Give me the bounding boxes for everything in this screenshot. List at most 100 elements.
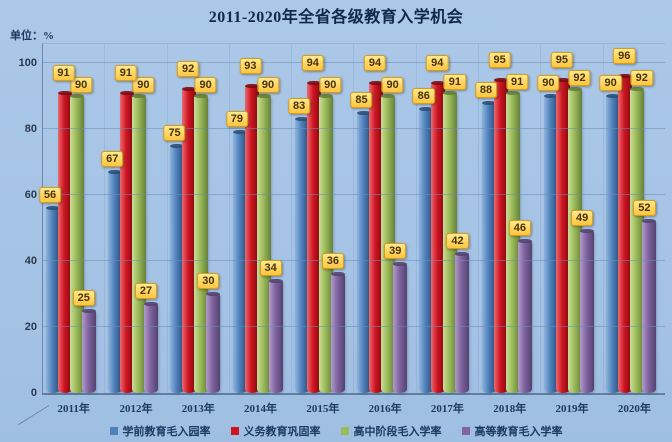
bar-top-cap: [642, 219, 657, 224]
value-label: 90: [537, 75, 560, 91]
bar-top-cap: [69, 94, 84, 98]
x-axis-label: 2016年: [368, 403, 402, 415]
value-label: 90: [69, 77, 93, 93]
bar: 96: [613, 48, 636, 393]
value-label: 86: [412, 88, 435, 105]
bar: 36: [321, 253, 345, 393]
bar: 25: [72, 289, 96, 393]
value-label: 56: [38, 187, 62, 204]
bar-group: 83 94 90 36 2015年: [288, 44, 353, 415]
value-label: 95: [550, 51, 574, 68]
bar: 91: [114, 64, 137, 393]
gridline: [43, 128, 665, 129]
legend-swatch: [340, 427, 349, 435]
value-label: 90: [256, 77, 280, 93]
value-label: 90: [599, 75, 622, 91]
value-label: 36: [321, 253, 345, 270]
value-label: 90: [381, 77, 404, 93]
bar-top-cap: [544, 94, 559, 98]
bar-group: 86 94 91 42 2017年: [412, 44, 478, 415]
bar-top-cap: [505, 90, 520, 95]
legend: 学前教育毛入园率 义务教育巩固率 高中阶段毛入学率 高等教育毛入学率: [0, 423, 672, 439]
gridline: [43, 62, 665, 63]
gridline: [43, 260, 665, 261]
bar: 94: [363, 54, 387, 393]
bar-top-cap: [81, 308, 96, 313]
bar: 90: [256, 77, 280, 393]
bar-top-cap: [556, 77, 571, 82]
bar-top-cap: [194, 94, 209, 98]
value-label: 94: [426, 54, 449, 71]
bar: 34: [259, 259, 283, 393]
bar: 92: [568, 70, 591, 393]
value-label: 94: [301, 54, 324, 71]
bar-top-cap: [143, 301, 158, 306]
bar: 92: [630, 70, 653, 393]
value-label: 46: [508, 220, 531, 237]
value-label: 93: [239, 58, 262, 75]
value-label: 83: [288, 98, 311, 115]
bar: 49: [570, 210, 595, 393]
legend-label: 学前教育毛入园率: [122, 426, 211, 438]
value-label: 27: [134, 282, 158, 299]
bar-group: 88 95 91 46 2018年: [474, 44, 540, 415]
bar-top-cap: [45, 206, 60, 211]
bar-top-cap: [419, 107, 434, 112]
bar: 39: [384, 243, 408, 393]
bar: 27: [134, 282, 158, 393]
bar: 52: [633, 200, 657, 393]
y-tick-label: 100: [18, 57, 37, 69]
y-tick-label: 80: [24, 123, 37, 135]
value-label: 75: [163, 124, 186, 141]
bar-top-cap: [256, 94, 271, 98]
value-label: 92: [568, 70, 591, 87]
bar-top-cap: [119, 90, 134, 95]
value-label: 85: [350, 91, 373, 108]
x-axis-label: 2011年: [57, 403, 90, 415]
bar: 46: [508, 220, 532, 393]
bar: 91: [52, 64, 75, 393]
legend-label: 高等教育毛入学率: [474, 426, 563, 438]
value-label: 25: [72, 289, 95, 306]
bar: 90: [599, 75, 622, 393]
value-label: 49: [570, 210, 594, 227]
x-axis-label: 2019年: [555, 403, 589, 415]
bar: 95: [550, 51, 574, 393]
value-label: 90: [132, 77, 155, 93]
bar: 79: [225, 111, 248, 393]
bar: 94: [426, 54, 449, 393]
value-label: 91: [443, 73, 466, 90]
y-tick-label: 40: [24, 255, 37, 267]
legend-label: 义务教育巩固率: [243, 426, 321, 438]
value-label: 42: [446, 233, 469, 250]
legend-item: 高中阶段毛入学率: [340, 423, 442, 439]
bar-top-cap: [232, 130, 247, 135]
legend-item: 义务教育巩固率: [230, 423, 321, 439]
legend-item: 学前教育毛入园率: [109, 423, 211, 439]
value-label: 52: [633, 200, 656, 217]
bar: 42: [446, 233, 470, 393]
bar: 86: [412, 88, 435, 393]
value-label: 91: [506, 73, 529, 90]
bar: 30: [197, 273, 221, 393]
bar: 93: [239, 58, 262, 393]
bar: 90: [537, 75, 560, 393]
bar: 83: [288, 98, 311, 393]
bar-top-cap: [618, 74, 633, 79]
bar-group: 67 91 90 27 2012年: [101, 44, 166, 415]
bar-top-cap: [182, 87, 197, 92]
x-axis-label: 2020年: [617, 403, 651, 415]
bar-group: 79 93 90 34 2014年: [225, 44, 291, 415]
bar: 91: [505, 73, 529, 393]
bar-top-cap: [57, 90, 72, 95]
value-label: 88: [474, 81, 498, 98]
bar-top-cap: [493, 77, 508, 82]
y-tick-label: 60: [24, 189, 37, 201]
bar-top-cap: [357, 110, 372, 115]
bar-top-cap: [131, 94, 146, 98]
bar-top-cap: [369, 80, 384, 85]
bar: 75: [163, 124, 186, 393]
bar-top-cap: [306, 80, 321, 85]
value-label: 79: [225, 111, 248, 128]
x-axis-label: 2012年: [119, 403, 153, 415]
